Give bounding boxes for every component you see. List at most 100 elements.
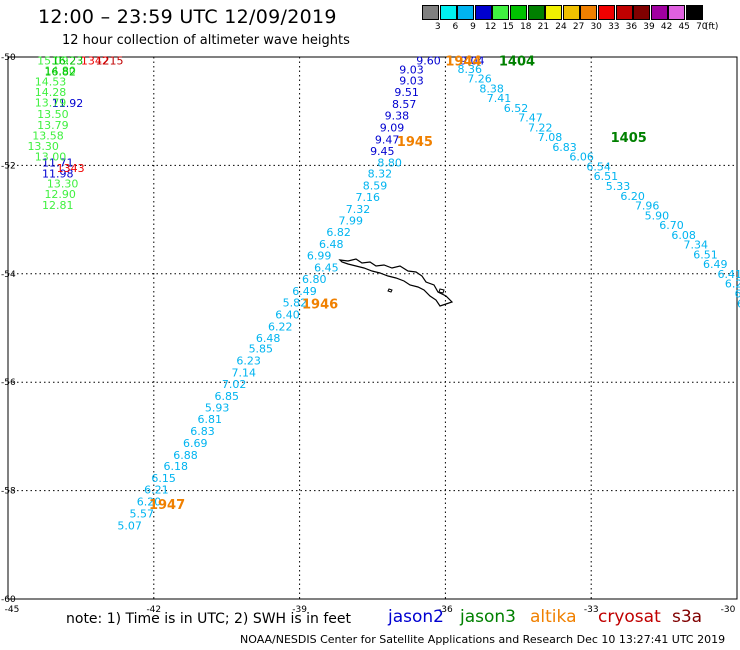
swh-value-label: 8.38 <box>479 82 504 95</box>
x-tick-label: -39 <box>292 605 307 615</box>
legend-label-21: 21 <box>537 22 550 32</box>
swh-value-label: 6.85 <box>215 390 240 403</box>
orbit-number-label: 1945 <box>397 135 433 150</box>
swh-value-label: 15.09 <box>37 54 69 67</box>
swh-value-label: 7.41 <box>487 92 512 105</box>
x-tick-label: -36 <box>438 605 453 615</box>
swh-value-label: 8.32 <box>368 168 393 181</box>
legend-label-42: 42 <box>660 22 673 32</box>
legend-label-70: 70 <box>696 22 708 32</box>
swh-value-label: 6.88 <box>173 449 198 462</box>
satellite-jason3: jason3 <box>460 607 516 627</box>
satellite-s3a: s3a <box>672 607 703 627</box>
swh-value-label: 6.18 <box>164 460 189 473</box>
swh-value-label: 1343 <box>57 162 85 175</box>
swh-value-label: 6.51 <box>693 248 718 261</box>
swh-value-label: 14.53 <box>35 75 66 88</box>
swh-value-label: 6.08 <box>671 229 696 242</box>
swh-value-label: 6.49 <box>292 285 317 298</box>
swh-value-label: 7.32 <box>346 203 371 216</box>
swh-value-label: 12.90 <box>44 188 75 201</box>
x-tick-label: -33 <box>584 605 599 615</box>
swh-value-label: 6.21 <box>144 484 169 497</box>
swh-value-label: 9.51 <box>394 86 419 99</box>
swh-value-label: 6.45 <box>314 261 339 274</box>
swh-value-label: 7.99 <box>338 215 363 228</box>
swh-value-label: 9.60 <box>416 54 441 67</box>
x-tick-label: -42 <box>146 605 161 615</box>
swh-value-label: 5.82 <box>283 297 308 310</box>
orbit-number-label: 1944 <box>445 54 481 69</box>
swh-value-label: 8.36 <box>458 63 483 76</box>
swh-value-label: 5.33 <box>606 180 631 193</box>
swh-value-label: 13.79 <box>37 119 69 132</box>
legend-label-15: 15 <box>502 22 514 32</box>
legend-swatch-36 <box>615 5 633 20</box>
swh-value-label: 8.59 <box>363 179 388 192</box>
orbit-number-label: 1404 <box>499 54 535 69</box>
swh-value-label: 9.47 <box>375 133 400 146</box>
legend-unit: (ft) <box>704 22 719 32</box>
legend-label-18: 18 <box>520 22 532 32</box>
legend-label-33: 33 <box>608 22 620 32</box>
swh-value-label: 16.82 <box>44 66 75 79</box>
swh-value-label: 6.20 <box>137 495 162 508</box>
legend-swatch-33 <box>598 5 615 20</box>
coastline-south-georgia <box>338 258 454 307</box>
swh-value-label: 6.40 <box>275 308 300 321</box>
swh-value-label: 6.69 <box>183 437 208 450</box>
swh-value-label: 6.99 <box>307 249 332 262</box>
satellite-cryosat: cryosat <box>598 607 661 627</box>
orbit-number-label: 1405 <box>611 131 647 146</box>
legend-label-30: 30 <box>590 22 602 32</box>
swh-value-label: 7.08 <box>538 131 563 144</box>
swh-value-label: 6.48 <box>319 238 344 251</box>
orbit-number-label: 1946 <box>302 298 338 313</box>
legend-label-39: 39 <box>643 22 655 32</box>
legend-swatch-42 <box>650 5 668 20</box>
swh-value-label: 6.06 <box>569 151 594 164</box>
satellite-altika: altika <box>530 607 577 627</box>
legend-swatch-39 <box>633 5 651 20</box>
swh-value-label: 1342 <box>81 54 109 67</box>
legend-swatch-24 <box>545 5 563 20</box>
legend-swatch-18 <box>510 5 527 20</box>
legend-swatch-27 <box>562 5 580 20</box>
swh-observations: 9.609.039.039.518.579.389.099.479.459.04… <box>27 54 740 532</box>
swh-value-label: 6.41 <box>718 268 740 281</box>
swh-value-label: 13.00 <box>35 151 66 164</box>
swh-value-label: 6.56 <box>735 287 740 300</box>
swh-value-label: 5.85 <box>249 343 274 356</box>
swh-value-label: 9.09 <box>380 121 405 134</box>
y-tick-label: -52 <box>1 161 16 171</box>
legend-label-3: 3 <box>434 22 441 32</box>
legend-swatch-30 <box>580 5 598 20</box>
swh-value-label: 6.6 <box>737 298 740 311</box>
swh-value-label: 6.83 <box>190 425 215 438</box>
swh-value-label: 5.07 <box>117 519 142 532</box>
credit-line: NOAA/NESDIS Center for Satellite Applica… <box>240 633 726 646</box>
satellite-jason2: jason2 <box>388 607 444 627</box>
legend-label-12: 12 <box>484 22 497 32</box>
y-tick-label: -60 <box>1 595 16 605</box>
swh-value-label: 13.58 <box>32 130 64 143</box>
swh-value-label: 9.38 <box>385 110 410 123</box>
swh-value-label: 6.15 <box>151 472 176 485</box>
swh-value-label: 9.04 <box>460 54 485 67</box>
swh-value-label: 6.27 <box>725 278 740 291</box>
y-tick-label: -54 <box>1 270 16 280</box>
swh-value-label: 6.48 <box>256 332 280 345</box>
swh-value-label: 8.57 <box>392 98 417 111</box>
swh-value-label: 8.80 <box>377 157 402 170</box>
legend-swatch-21 <box>527 5 545 20</box>
swh-value-label: 7.26 <box>467 73 492 86</box>
swh-value-label: 6.70 <box>659 219 684 232</box>
swh-value-label: 6.52 <box>504 102 528 115</box>
swh-value-label: 1215 <box>95 54 123 67</box>
swh-value-label: 6.82 <box>326 226 351 239</box>
swh-value-label: 7.22 <box>528 121 553 134</box>
islet <box>387 288 393 293</box>
legend-label-27: 27 <box>572 22 585 32</box>
graticule-grid <box>8 57 737 599</box>
x-tick-label: -30 <box>721 605 736 615</box>
